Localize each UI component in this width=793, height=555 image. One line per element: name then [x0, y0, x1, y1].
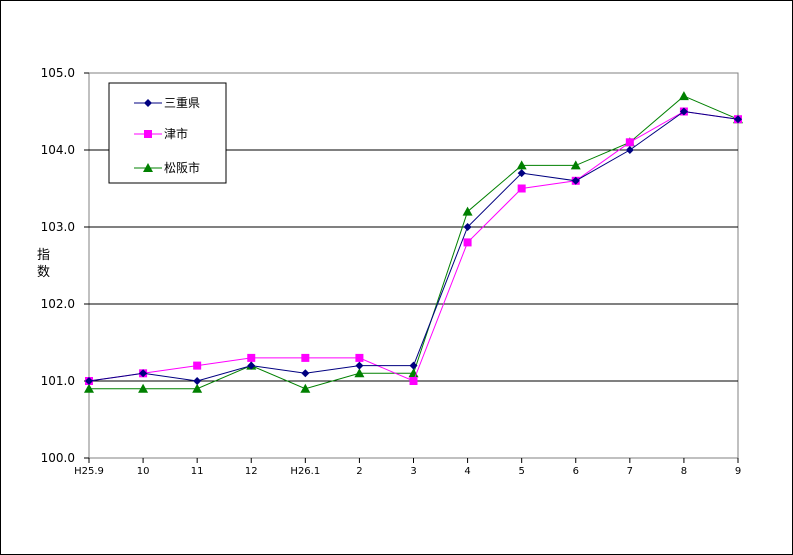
- data-point-square: [355, 353, 364, 362]
- data-point-square: [409, 377, 418, 385]
- y-axis-title: 指 数: [37, 248, 50, 280]
- x-tick-label: 3: [410, 466, 416, 477]
- x-tick-label: 10: [137, 466, 150, 477]
- data-point-triangle: [84, 383, 94, 393]
- x-tick-label: 8: [681, 466, 687, 477]
- data-point-square: [144, 130, 152, 138]
- legend-item: 三重県: [134, 96, 200, 110]
- data-point-square: [193, 361, 202, 370]
- data-point-diamond: [85, 377, 93, 385]
- data-point-diamond: [679, 107, 688, 116]
- data-point-diamond: [409, 361, 418, 370]
- y-tick-label: 102.0: [41, 297, 75, 311]
- legend-label: 三重県: [164, 96, 200, 110]
- data-point-square: [301, 353, 310, 362]
- y-axis-title-char-1: 指: [37, 248, 50, 263]
- data-point-triangle: [516, 160, 527, 170]
- data-point-square: [517, 184, 526, 193]
- x-tick-label: 4: [464, 466, 470, 477]
- data-point-diamond: [301, 369, 310, 378]
- x-tick-labels: H25.9 10 11 12 H26.1 2 3 4 5 6 7 8 9: [74, 458, 741, 477]
- data-point-triangle: [138, 383, 149, 393]
- legend-label: 津市: [164, 126, 188, 141]
- x-tick-label: 12: [245, 466, 258, 477]
- x-tick-label: 5: [518, 466, 524, 477]
- data-point-triangle: [462, 206, 473, 216]
- data-point-diamond: [517, 169, 526, 178]
- data-point-diamond: [571, 176, 580, 185]
- x-tick-label: H25.9: [74, 466, 104, 477]
- legend-label: 松阪市: [164, 160, 200, 175]
- data-point-triangle: [354, 368, 365, 378]
- y-axis-title-char-2: 数: [37, 265, 50, 280]
- data-point-diamond: [247, 361, 256, 370]
- x-tick-label: 2: [356, 466, 362, 477]
- x-tick-label: 6: [573, 466, 579, 477]
- legend-item: 松阪市: [134, 160, 200, 175]
- series-diamond: [85, 107, 742, 385]
- y-tick-label: 101.0: [41, 374, 75, 388]
- y-tick-label: 105.0: [41, 66, 75, 80]
- data-point-diamond: [625, 146, 634, 154]
- data-point-triangle: [192, 383, 203, 393]
- data-point-diamond: [193, 377, 202, 385]
- legend-box: [108, 82, 227, 184]
- x-tick-label: 11: [191, 466, 204, 477]
- y-tick-label: 104.0: [41, 143, 75, 157]
- y-tick-labels: 100.0 101.0 102.0 103.0 104.0 105.0: [41, 66, 89, 465]
- legend-item: 津市: [134, 126, 188, 141]
- data-point-diamond: [463, 223, 472, 231]
- data-point-diamond: [355, 361, 364, 370]
- data-point-triangle: [678, 91, 689, 101]
- y-tick-label: 100.0: [41, 451, 75, 465]
- x-tick-label: H26.1: [290, 466, 320, 477]
- data-point-diamond: [139, 369, 148, 378]
- data-point-square: [625, 138, 634, 147]
- y-tick-label: 103.0: [41, 220, 75, 234]
- data-point-square: [463, 238, 472, 247]
- x-tick-label: 9: [735, 466, 741, 477]
- series-group: [84, 91, 743, 393]
- x-tick-label: 7: [627, 466, 633, 477]
- data-point-diamond: [734, 115, 742, 124]
- data-point-triangle: [143, 163, 153, 172]
- data-point-diamond: [144, 99, 152, 107]
- data-point-triangle: [570, 160, 581, 170]
- data-point-triangle: [300, 383, 311, 393]
- data-point-square: [247, 353, 256, 362]
